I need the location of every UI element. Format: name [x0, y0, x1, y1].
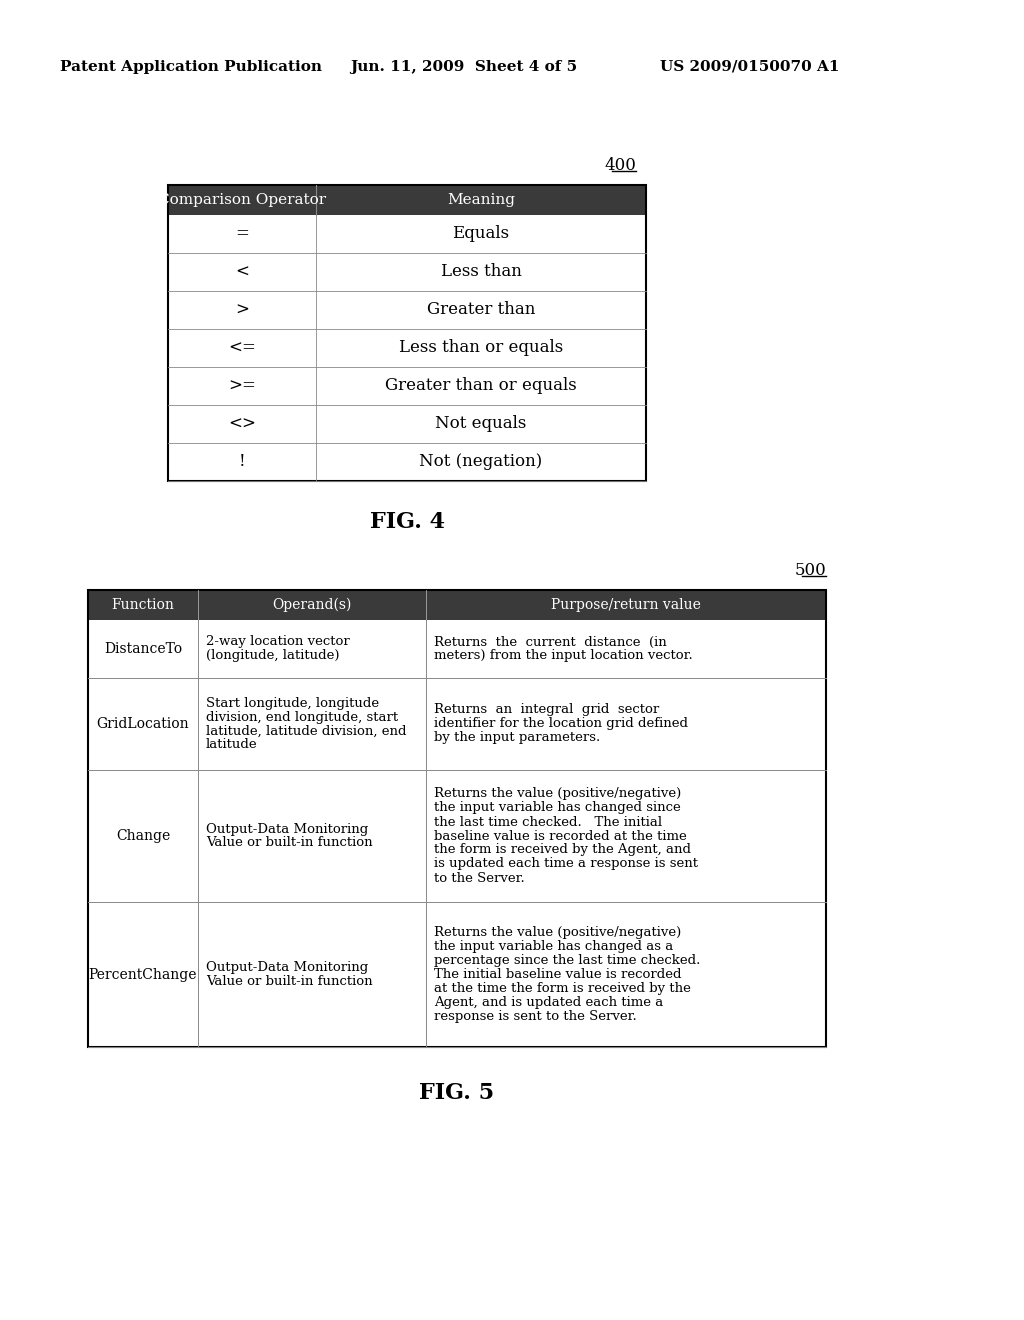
Text: DistanceTo: DistanceTo	[104, 642, 182, 656]
Text: to the Server.: to the Server.	[434, 871, 524, 884]
Text: FIG. 4: FIG. 4	[370, 511, 444, 533]
Text: meters) from the input location vector.: meters) from the input location vector.	[434, 649, 693, 663]
Text: Meaning: Meaning	[447, 193, 515, 207]
Text: latitude, latitude division, end: latitude, latitude division, end	[206, 725, 407, 738]
Text: Output-Data Monitoring: Output-Data Monitoring	[206, 822, 369, 836]
Text: Greater than: Greater than	[427, 301, 536, 318]
Text: Change: Change	[116, 829, 170, 843]
Text: 500: 500	[795, 562, 826, 579]
Bar	[168, 185, 646, 480]
Text: Value or built-in function: Value or built-in function	[206, 837, 373, 850]
Text: >=: >=	[228, 378, 256, 395]
Text: by the input parameters.: by the input parameters.	[434, 731, 600, 744]
Text: Returns the value (positive/negative): Returns the value (positive/negative)	[434, 788, 681, 800]
Text: FIG. 5: FIG. 5	[420, 1082, 495, 1104]
Text: <: <	[234, 264, 249, 281]
Text: Function: Function	[112, 598, 174, 612]
Text: US 2009/0150070 A1: US 2009/0150070 A1	[660, 59, 840, 74]
Text: Value or built-in function: Value or built-in function	[206, 975, 373, 987]
Text: Output-Data Monitoring: Output-Data Monitoring	[206, 961, 369, 974]
Text: 2-way location vector: 2-way location vector	[206, 635, 350, 648]
Text: Jun. 11, 2009  Sheet 4 of 5: Jun. 11, 2009 Sheet 4 of 5	[350, 59, 578, 74]
Text: Agent, and is updated each time a: Agent, and is updated each time a	[434, 997, 664, 1008]
Text: division, end longitude, start: division, end longitude, start	[206, 710, 398, 723]
Text: the input variable has changed since: the input variable has changed since	[434, 801, 681, 814]
Text: is updated each time a response is sent: is updated each time a response is sent	[434, 858, 698, 870]
Bar	[88, 590, 826, 1047]
Text: Returns  the  current  distance  (in: Returns the current distance (in	[434, 635, 667, 648]
Text: <>: <>	[228, 416, 256, 433]
Text: Operand(s): Operand(s)	[272, 598, 351, 612]
Text: Greater than or equals: Greater than or equals	[385, 378, 577, 395]
Text: The initial baseline value is recorded: The initial baseline value is recorded	[434, 968, 682, 981]
Text: percentage since the last time checked.: percentage since the last time checked.	[434, 954, 700, 968]
Text: Returns  an  integral  grid  sector: Returns an integral grid sector	[434, 704, 659, 717]
Text: latitude: latitude	[206, 738, 258, 751]
Text: (longitude, latitude): (longitude, latitude)	[206, 649, 340, 663]
Text: at the time the form is received by the: at the time the form is received by the	[434, 982, 691, 995]
Bar	[168, 185, 646, 215]
Text: =: =	[236, 226, 249, 243]
Text: Purpose/return value: Purpose/return value	[551, 598, 701, 612]
Text: baseline value is recorded at the time: baseline value is recorded at the time	[434, 829, 687, 842]
Text: identifier for the location grid defined: identifier for the location grid defined	[434, 718, 688, 730]
Text: the last time checked.   The initial: the last time checked. The initial	[434, 816, 663, 829]
Bar	[88, 590, 826, 620]
Text: Returns the value (positive/negative): Returns the value (positive/negative)	[434, 927, 681, 939]
Text: the form is received by the Agent, and: the form is received by the Agent, and	[434, 843, 691, 857]
Text: Equals: Equals	[453, 226, 510, 243]
Text: Less than: Less than	[440, 264, 521, 281]
Text: the input variable has changed as a: the input variable has changed as a	[434, 940, 673, 953]
Text: Not (negation): Not (negation)	[420, 454, 543, 470]
Text: Not equals: Not equals	[435, 416, 526, 433]
Text: response is sent to the Server.: response is sent to the Server.	[434, 1010, 637, 1023]
Text: Start longitude, longitude: Start longitude, longitude	[206, 697, 379, 710]
Text: PercentChange: PercentChange	[89, 968, 198, 982]
Text: Patent Application Publication: Patent Application Publication	[60, 59, 322, 74]
Text: <=: <=	[228, 339, 256, 356]
Text: >: >	[234, 301, 249, 318]
Text: 400: 400	[604, 157, 636, 174]
Text: GridLocation: GridLocation	[96, 717, 189, 731]
Text: !: !	[239, 454, 246, 470]
Text: Comparison Operator: Comparison Operator	[158, 193, 326, 207]
Text: Less than or equals: Less than or equals	[399, 339, 563, 356]
